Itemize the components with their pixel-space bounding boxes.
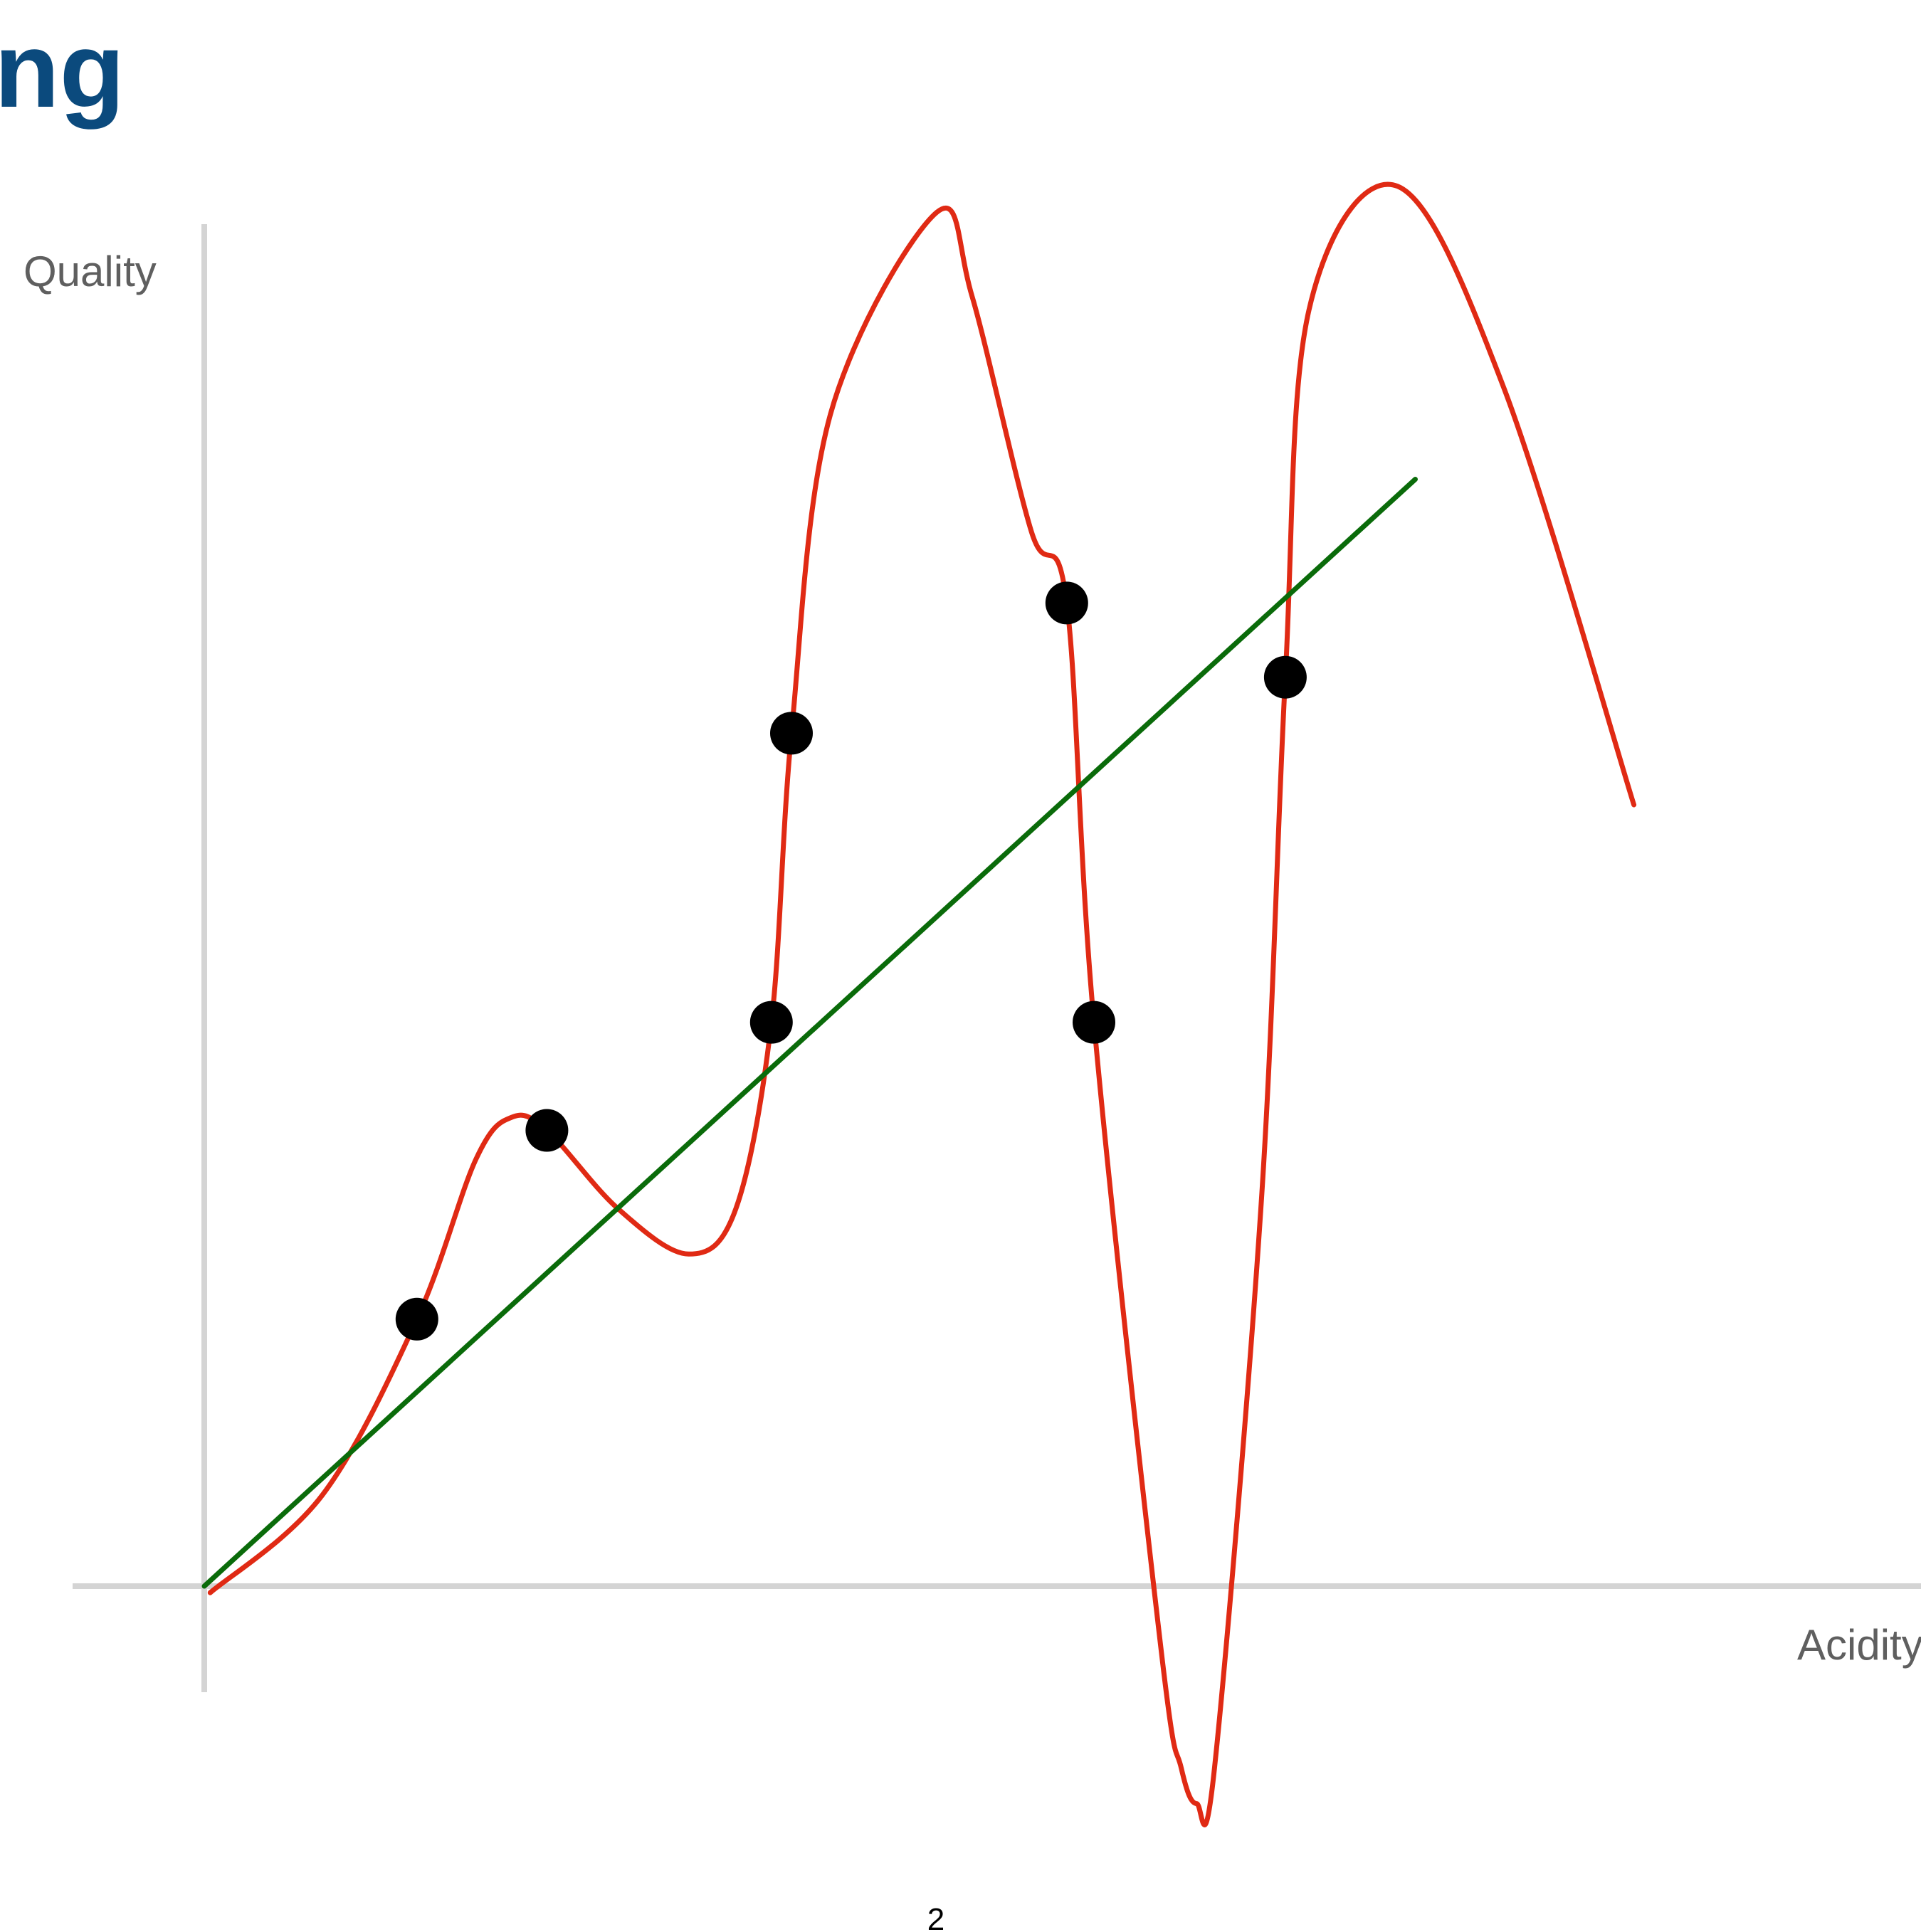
slide-title: ng xyxy=(0,10,125,130)
data-point xyxy=(749,1001,793,1044)
data-point xyxy=(395,1297,438,1341)
data-point xyxy=(1073,1001,1115,1044)
data-point xyxy=(1263,655,1307,699)
y-axis-label: Quality xyxy=(23,248,157,295)
page-number: 2 xyxy=(927,1902,944,1932)
series-layer xyxy=(201,181,1637,1827)
points-layer xyxy=(395,581,1307,1341)
data-point xyxy=(525,1109,569,1152)
data-point xyxy=(1045,581,1088,625)
x-axis-label: Acidity xyxy=(1797,1621,1921,1669)
data-point xyxy=(770,712,813,755)
overfit-curve-line xyxy=(207,181,1637,1827)
chart: Quality Acidity xyxy=(23,181,1921,1827)
linear-fit-line xyxy=(201,477,1418,1589)
